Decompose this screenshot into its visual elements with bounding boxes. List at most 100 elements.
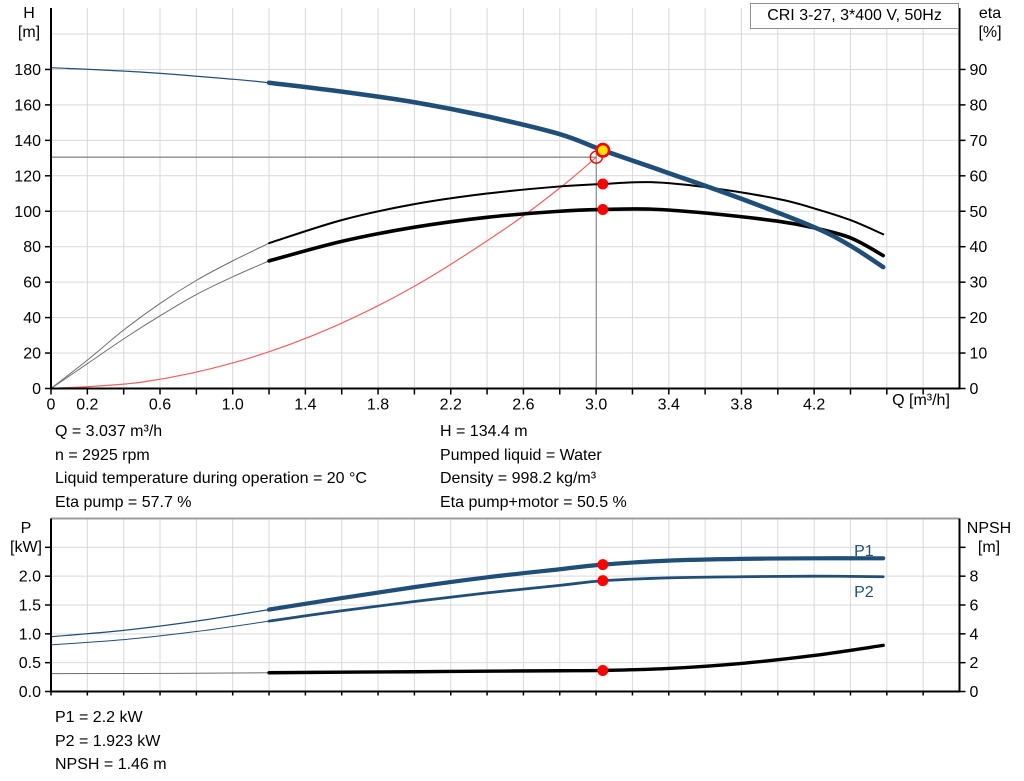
npsh-curve-thick — [267, 643, 885, 675]
left-tick-label: 80 — [23, 239, 41, 256]
info-p1: P1 = 2.2 kW — [55, 709, 143, 726]
npsh-curve-thin — [50, 672, 270, 675]
x-tick-label: 4.2 — [803, 397, 825, 414]
power-npsh-chart: 0.0 0.5 1.0 1.5 2.0 0 2 4 6 8 P1 P2 — [19, 517, 979, 701]
right-tick-label: 0 — [970, 381, 979, 398]
left-tick-label: 40 — [23, 310, 41, 327]
p2-curve-thin — [50, 620, 270, 646]
duty-info-right: H = 134.4 m Pumped liquid = Water Densit… — [440, 420, 627, 514]
npsh-curve — [50, 643, 885, 675]
left-tick-label: 0.0 — [19, 684, 41, 701]
pump-title-box: CRI 3-27, 3*400 V, 50Hz — [750, 3, 959, 29]
right-tick-label: 80 — [970, 97, 988, 114]
right-tick-label: 0 — [970, 684, 979, 701]
right-tick-label: 40 — [970, 239, 988, 256]
power-info: P1 = 2.2 kW P2 = 1.923 kW NPSH = 1.46 m — [55, 706, 167, 777]
left-tick-label: 20 — [23, 346, 41, 363]
info-density: Density = 998.2 kg/m³ — [440, 470, 597, 487]
p1-curve-thick — [266, 556, 886, 612]
left-tick-label: 100 — [14, 204, 41, 221]
left-tick-label: 1.0 — [19, 626, 41, 643]
system-curve — [50, 156, 597, 390]
x-tick-label: 1.0 — [222, 397, 244, 414]
x-tick-label: 2.2 — [440, 397, 462, 414]
top-left-axis-title: H [m] — [8, 4, 50, 42]
right-tick-label: 60 — [970, 168, 988, 185]
h-axis-unit: [m] — [17, 24, 41, 41]
npsh-axis-unit: [m] — [977, 539, 1001, 556]
axes: 0.0 0.5 1.0 1.5 2.0 0 2 4 6 8 — [19, 518, 979, 701]
eta-pump-motor-curve — [50, 207, 885, 389]
gridlines — [51, 8, 960, 389]
x-tick-label: 3.4 — [658, 397, 680, 414]
q-axis-title: Q [m³/h] — [892, 392, 950, 409]
bottom-right-axis-title: NPSH [m] — [956, 519, 1022, 557]
x-tick-label: 1.8 — [367, 397, 389, 414]
p1-curve-thin — [50, 609, 270, 638]
h-axis-label: H — [23, 5, 35, 22]
p2-point — [597, 575, 609, 587]
right-tick-label: 30 — [970, 275, 988, 292]
right-tick-label: 90 — [970, 62, 988, 79]
info-npsh: NPSH = 1.46 m — [55, 756, 167, 773]
qh-chart: 0 0.2 0.6 1.0 1.4 1.8 2.2 2.6 3.0 3.4 3.8 4.2 0 20 40 6… — [14, 8, 987, 414]
left-tick-label: 180 — [14, 62, 41, 79]
info-q: Q = 3.037 m³/h — [55, 423, 163, 440]
eta-axis-unit: [%] — [978, 24, 1002, 41]
x-tick-label: 3.8 — [730, 397, 752, 414]
right-tick-label: 2 — [970, 655, 979, 672]
left-tick-label: 0 — [32, 381, 41, 398]
right-tick-label: 8 — [970, 569, 979, 586]
left-tick-label: 1.5 — [19, 598, 41, 615]
info-p2: P2 = 1.923 kW — [55, 732, 161, 750]
info-liquid-temp: Liquid temperature during operation = 20… — [55, 470, 367, 487]
eta-pump-motor-point — [597, 203, 609, 215]
info-n: n = 2925 rpm — [55, 446, 150, 464]
duty-crosshair — [51, 152, 597, 389]
top-right-axis-title: eta [%] — [966, 4, 1014, 42]
x-tick-label: 1.4 — [294, 397, 316, 414]
left-tick-label: 0.5 — [19, 655, 41, 672]
h-curve-thin — [50, 67, 270, 84]
bottom-left-axis-title: P [kW] — [4, 519, 48, 557]
left-tick-label: 140 — [14, 133, 41, 150]
x-tick-label: 2.6 — [512, 397, 534, 414]
left-tick-label: 60 — [23, 275, 41, 292]
eta-pump-point — [597, 178, 609, 190]
right-tick-label: 50 — [970, 204, 988, 221]
npsh-axis-label: NPSH — [966, 520, 1012, 537]
info-pumped-liquid: Pumped liquid = Water — [440, 446, 602, 464]
right-tick-label: 70 — [970, 133, 988, 150]
right-tick-label: 10 — [970, 346, 988, 363]
gridlines — [51, 517, 960, 692]
p2-curve-thick — [267, 574, 885, 623]
eta-pump-curve-thick — [268, 181, 885, 245]
p1-point — [597, 559, 609, 571]
npsh-point — [597, 664, 609, 676]
info-eta-pump-motor: Eta pump+motor = 50.5 % — [440, 493, 627, 511]
x-tick-label: 0.6 — [149, 397, 171, 414]
eta-pump-curve — [50, 181, 885, 389]
eta-pump-curve-thin — [50, 242, 270, 389]
duty-point — [595, 142, 611, 158]
p2-curve — [50, 574, 885, 646]
eta-pump-motor-curve-thin — [50, 260, 270, 389]
axes: 0 0.2 0.6 1.0 1.4 1.8 2.2 2.6 3.0 3.4 3.8 4.2 0 20 40 6… — [14, 8, 987, 414]
duty-info-left: Q = 3.037 m³/h n = 2925 rpm Liquid tempe… — [55, 420, 367, 514]
eta-axis-label: eta — [978, 5, 1002, 22]
p1-curve — [50, 556, 886, 638]
info-eta-pump: Eta pump = 57.7 % — [55, 493, 192, 511]
left-tick-label: 120 — [14, 168, 41, 185]
p-axis-unit: [kW] — [10, 539, 42, 556]
curve-label-p1: P1 — [854, 543, 874, 560]
h-curve — [50, 67, 886, 270]
left-tick-label: 2.0 — [19, 569, 41, 586]
curve-label-p2: P2 — [854, 584, 874, 601]
left-tick-label: 160 — [14, 97, 41, 114]
right-tick-label: 6 — [970, 598, 979, 615]
right-tick-label: 4 — [970, 626, 979, 643]
x-tick-label: 0.2 — [76, 397, 98, 414]
right-tick-label: 20 — [970, 310, 988, 327]
